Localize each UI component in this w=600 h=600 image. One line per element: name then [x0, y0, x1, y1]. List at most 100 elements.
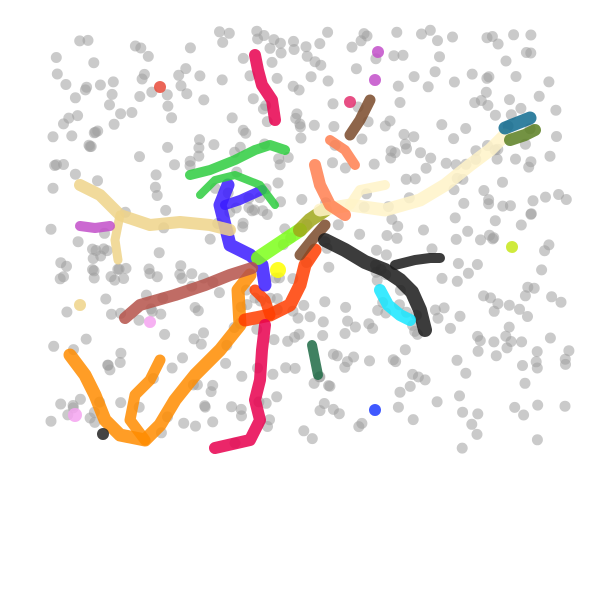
grey-dot — [527, 195, 539, 207]
grey-dot — [471, 259, 483, 270]
grey-dot — [448, 133, 460, 145]
grey-dot — [150, 169, 162, 181]
grey-dot — [159, 328, 171, 340]
red-orange-branch — [249, 284, 276, 321]
grey-dot — [503, 321, 515, 333]
grey-dot — [392, 401, 404, 413]
grey-dot — [394, 386, 406, 398]
green-trail-2 — [196, 171, 279, 209]
grey-dot — [555, 296, 567, 308]
grey-dot — [354, 228, 366, 240]
grey-dot — [173, 69, 185, 81]
grey-dot — [266, 56, 278, 68]
grey-dot — [490, 350, 502, 362]
grey-dot — [469, 97, 481, 109]
grey-dot — [394, 97, 406, 108]
grey-dot — [69, 168, 81, 180]
grey-dot — [226, 112, 238, 124]
khaki-blob — [74, 299, 86, 311]
grey-dot — [207, 379, 219, 391]
grey-dot — [237, 217, 249, 229]
grey-dot — [261, 209, 273, 220]
grey-dot — [237, 124, 249, 136]
grey-dot — [45, 415, 57, 427]
grey-dot — [458, 197, 470, 209]
grey-dot — [115, 347, 127, 359]
grey-dot — [47, 182, 59, 194]
grey-dot — [371, 274, 383, 286]
grey-dot — [143, 263, 155, 275]
grey-dot — [207, 416, 219, 428]
dark-blob — [97, 428, 109, 440]
grey-dot — [367, 322, 379, 334]
grey-dot — [426, 243, 438, 255]
grey-dot — [404, 380, 416, 392]
grey-dot — [194, 70, 206, 82]
grey-dot — [454, 310, 466, 322]
grey-dot — [319, 296, 331, 308]
grey-dot — [560, 358, 571, 370]
grey-dot — [115, 108, 127, 120]
grey-dot — [349, 321, 361, 333]
grey-dot — [50, 52, 62, 63]
cream-branch — [345, 180, 390, 210]
grey-dot — [525, 29, 537, 41]
grey-dot — [304, 311, 316, 323]
grey-dot — [162, 141, 174, 153]
brown-trail — [294, 219, 331, 261]
grey-dot — [332, 219, 344, 231]
grey-dot — [519, 290, 531, 302]
grey-dot — [451, 354, 463, 366]
grey-dot — [356, 133, 368, 145]
grey-dot — [151, 190, 163, 201]
grey-dot — [327, 348, 339, 360]
black-branch — [390, 253, 445, 270]
grey-dot — [66, 130, 78, 142]
grey-dot — [444, 322, 456, 334]
grey-dot — [432, 35, 443, 47]
grey-dot — [508, 29, 520, 41]
grey-dot — [106, 308, 117, 320]
pink-blob — [68, 408, 82, 422]
grey-dot — [518, 409, 530, 421]
grey-dot — [198, 327, 209, 339]
grey-dot — [107, 76, 119, 88]
grey-dot — [213, 287, 225, 299]
grey-dot — [160, 204, 172, 216]
grey-dot — [497, 176, 508, 188]
grey-dot — [431, 396, 443, 408]
grey-dot — [466, 68, 478, 80]
grey-dot — [339, 361, 351, 373]
grey-dot — [193, 150, 205, 162]
grey-dot — [226, 401, 238, 413]
grey-dot — [553, 189, 565, 200]
grey-dot — [162, 100, 174, 112]
grey-dot — [327, 157, 338, 169]
grey-dot — [282, 335, 294, 347]
grey-dot — [432, 312, 444, 324]
grey-dot — [522, 281, 534, 293]
grey-dot — [133, 314, 145, 326]
cyan-trail — [374, 284, 416, 326]
grey-dot — [409, 173, 421, 185]
grey-dot — [314, 38, 326, 50]
grey-dot — [195, 338, 207, 350]
crimson-trail — [209, 319, 271, 454]
grey-dot — [249, 204, 260, 216]
grey-dot — [515, 102, 527, 114]
grey-dot — [500, 330, 512, 342]
grey-dot — [448, 76, 460, 88]
grey-dot — [533, 90, 545, 102]
grey-dot — [418, 224, 429, 236]
grey-dot — [74, 35, 86, 47]
coral-top-trail — [325, 135, 360, 170]
grey-dot — [543, 76, 555, 88]
grey-dot — [216, 74, 228, 86]
grey-dot — [293, 328, 305, 340]
grey-dot — [460, 123, 472, 134]
grey-dot — [271, 391, 283, 403]
grey-dot — [287, 80, 299, 92]
grey-dot — [48, 340, 60, 352]
grey-dot — [153, 247, 165, 259]
coral-trail — [309, 159, 351, 221]
